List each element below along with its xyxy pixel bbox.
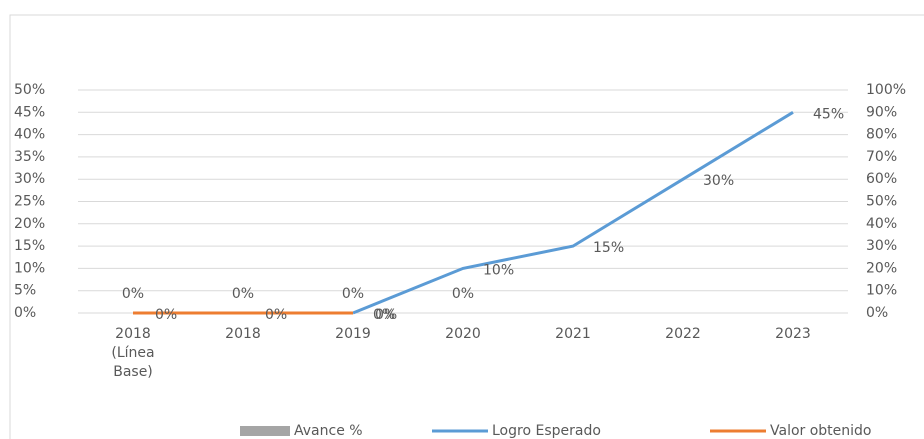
legend-label: Avance % — [294, 423, 363, 439]
x-tick-label-box: 2021 — [555, 326, 591, 342]
y-tick-label: 45% — [14, 104, 45, 120]
data-label: 0% — [155, 307, 177, 323]
data-label: 0% — [342, 286, 364, 302]
y-tick-label: 15% — [14, 238, 45, 254]
x-tick-label: 2021 — [555, 326, 591, 342]
x-tick-label: 2018 — [225, 326, 261, 342]
x-tick-label-box: 2022 — [665, 326, 701, 342]
x-tick-label-box: 2018 (Línea Base) — [111, 326, 155, 380]
y2-tick-label: 80% — [866, 127, 897, 143]
data-label: 0% — [232, 286, 254, 302]
chart-frame — [9, 14, 924, 439]
y2-tick-label: 30% — [866, 238, 897, 254]
y2-tick-label: 50% — [866, 194, 897, 210]
y-tick-label: 10% — [14, 260, 45, 276]
data-label: 30% — [703, 173, 734, 189]
y-tick-label: 35% — [14, 149, 45, 165]
data-label: 0% — [375, 307, 397, 323]
x-tick-label: 2023 — [775, 326, 811, 342]
data-label: 0% — [122, 286, 144, 302]
y2-tick-label: 10% — [866, 283, 897, 299]
data-label: 0% — [373, 307, 395, 323]
y-tick-label: 0% — [14, 305, 36, 321]
line — [352, 111, 794, 315]
legend-label: Logro Esperado — [492, 423, 601, 439]
y2-tick-label: 60% — [866, 171, 897, 187]
data-label: 0% — [265, 307, 287, 323]
y-tick-label: 25% — [14, 194, 45, 210]
y-tick-label: 30% — [14, 171, 45, 187]
x-tick-label-box: 2020 — [445, 326, 481, 342]
x-tick-label-box: 2023 — [775, 326, 811, 342]
data-label: 10% — [483, 262, 514, 278]
y-tick-label: 5% — [14, 283, 36, 299]
data-label: 45% — [813, 106, 844, 122]
x-tick-label: 2020 — [445, 326, 481, 342]
y2-tick-label: 100% — [866, 82, 906, 98]
x-tick-label-box: 2018 — [225, 326, 261, 342]
data-label: 0% — [452, 286, 474, 302]
y-tick-label: 50% — [14, 82, 45, 98]
y2-tick-label: 20% — [866, 260, 897, 276]
y2-tick-label: 0% — [866, 305, 888, 321]
data-label: 15% — [593, 240, 624, 256]
y2-tick-label: 40% — [866, 216, 897, 232]
x-tick-label: 2019 — [335, 326, 371, 342]
x-tick-label-box: 2019 — [335, 326, 371, 342]
legend-label: Valor obtenido — [770, 423, 872, 439]
y-tick-label: 40% — [14, 127, 45, 143]
y2-tick-label: 90% — [866, 104, 897, 120]
y-tick-label: 20% — [14, 216, 45, 232]
x-tick-label: 2018 (Línea Base) — [111, 326, 155, 380]
x-tick-label: 2022 — [665, 326, 701, 342]
legend-swatch — [240, 426, 290, 436]
y2-tick-label: 70% — [866, 149, 897, 165]
